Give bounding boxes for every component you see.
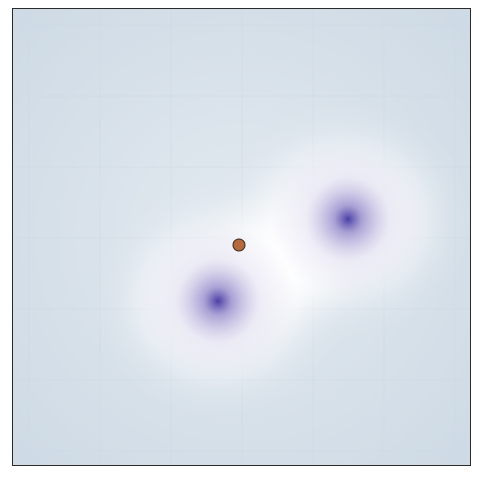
well-lower-left bbox=[140, 223, 296, 379]
potential-field-canvas[interactable] bbox=[13, 9, 470, 465]
well-upper-right bbox=[270, 141, 426, 297]
potential-field-panel[interactable] bbox=[12, 8, 471, 466]
particle-marker[interactable] bbox=[232, 238, 246, 252]
